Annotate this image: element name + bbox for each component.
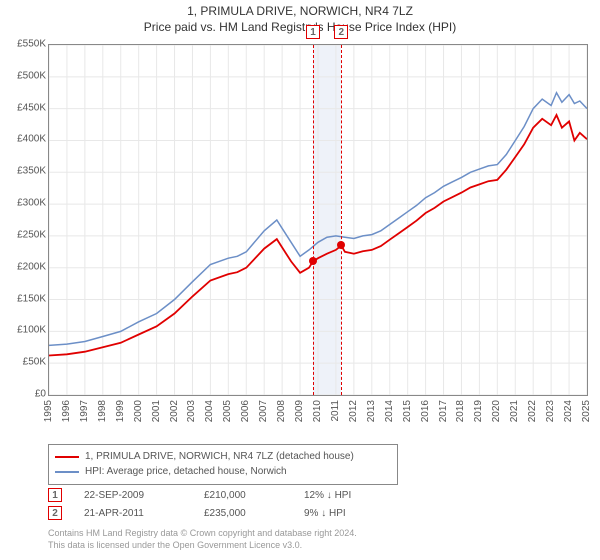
x-tick-label: 1999 bbox=[115, 400, 126, 422]
transaction-marker-icon: 1 bbox=[48, 488, 62, 502]
x-tick-label: 2007 bbox=[258, 400, 269, 422]
y-tick-label: £500K bbox=[17, 70, 46, 81]
y-tick-label: £300K bbox=[17, 198, 46, 209]
legend-item-property: 1, PRIMULA DRIVE, NORWICH, NR4 7LZ (deta… bbox=[55, 449, 391, 464]
x-tick-label: 2003 bbox=[186, 400, 197, 422]
legend-box: 1, PRIMULA DRIVE, NORWICH, NR4 7LZ (deta… bbox=[48, 444, 398, 485]
y-tick-label: £250K bbox=[17, 229, 46, 240]
transaction-row: 1 22-SEP-2009£210,00012% ↓ HPI bbox=[48, 486, 394, 504]
x-tick-label: 2013 bbox=[366, 400, 377, 422]
x-tick-label: 2021 bbox=[509, 400, 520, 422]
x-tick-label: 1998 bbox=[97, 400, 108, 422]
x-tick-label: 2002 bbox=[169, 400, 180, 422]
y-tick-label: £350K bbox=[17, 166, 46, 177]
x-tick-label: 2018 bbox=[455, 400, 466, 422]
x-tick-label: 2022 bbox=[527, 400, 538, 422]
transaction-date: 21-APR-2011 bbox=[84, 508, 204, 519]
transaction-hpi-delta: 12% ↓ HPI bbox=[304, 490, 394, 501]
x-tick-label: 1996 bbox=[61, 400, 72, 422]
y-tick-label: £0 bbox=[35, 389, 46, 400]
x-tick-label: 2005 bbox=[222, 400, 233, 422]
x-tick-label: 2019 bbox=[473, 400, 484, 422]
x-tick-label: 2010 bbox=[312, 400, 323, 422]
x-tick-label: 2011 bbox=[330, 400, 341, 422]
price-chart: 12 bbox=[48, 44, 588, 396]
x-tick-label: 2014 bbox=[384, 400, 395, 422]
x-tick-label: 2004 bbox=[204, 400, 215, 422]
y-tick-label: £150K bbox=[17, 293, 46, 304]
y-tick-label: £400K bbox=[17, 134, 46, 145]
sale-point-2 bbox=[337, 241, 345, 249]
footer-attribution: Contains HM Land Registry data © Crown c… bbox=[48, 528, 357, 551]
transactions-table: 1 22-SEP-2009£210,00012% ↓ HPI 2 21-APR-201… bbox=[48, 486, 394, 522]
marker-label-2: 2 bbox=[334, 25, 348, 39]
transaction-date: 22-SEP-2009 bbox=[84, 490, 204, 501]
x-tick-label: 2006 bbox=[240, 400, 251, 422]
x-tick-label: 2024 bbox=[563, 400, 574, 422]
x-tick-label: 2020 bbox=[491, 400, 502, 422]
x-tick-label: 1997 bbox=[79, 400, 90, 422]
x-tick-label: 2015 bbox=[402, 400, 413, 422]
legend-label-property: 1, PRIMULA DRIVE, NORWICH, NR4 7LZ (deta… bbox=[85, 449, 354, 464]
x-tick-label: 2016 bbox=[420, 400, 431, 422]
chart-titles: 1, PRIMULA DRIVE, NORWICH, NR4 7LZ Price… bbox=[0, 4, 600, 34]
x-tick-label: 2009 bbox=[294, 400, 305, 422]
x-tick-label: 2025 bbox=[581, 400, 592, 422]
x-tick-label: 2017 bbox=[438, 400, 449, 422]
title-line-2: Price paid vs. HM Land Registry's House … bbox=[0, 20, 600, 34]
x-tick-label: 1995 bbox=[43, 400, 54, 422]
legend-swatch-hpi bbox=[55, 471, 79, 473]
x-tick-label: 2008 bbox=[276, 400, 287, 422]
title-line-1: 1, PRIMULA DRIVE, NORWICH, NR4 7LZ bbox=[0, 4, 600, 18]
transaction-hpi-delta: 9% ↓ HPI bbox=[304, 508, 394, 519]
y-tick-label: £200K bbox=[17, 261, 46, 272]
transaction-row: 2 21-APR-2011£235,0009% ↓ HPI bbox=[48, 504, 394, 522]
legend-label-hpi: HPI: Average price, detached house, Norw… bbox=[85, 464, 287, 479]
x-tick-label: 2000 bbox=[133, 400, 144, 422]
legend-swatch-property bbox=[55, 456, 79, 458]
y-tick-label: £550K bbox=[17, 39, 46, 50]
y-tick-label: £100K bbox=[17, 325, 46, 336]
transaction-marker-icon: 2 bbox=[48, 506, 62, 520]
x-tick-label: 2023 bbox=[545, 400, 556, 422]
marker-label-1: 1 bbox=[306, 25, 320, 39]
transaction-price: £210,000 bbox=[204, 490, 304, 501]
marker-line-2 bbox=[341, 45, 342, 395]
sale-point-1 bbox=[309, 257, 317, 265]
footer-line-2: This data is licensed under the Open Gov… bbox=[48, 540, 357, 552]
marker-line-1 bbox=[313, 45, 314, 395]
x-tick-label: 2001 bbox=[151, 400, 162, 422]
x-tick-label: 2012 bbox=[348, 400, 359, 422]
transaction-price: £235,000 bbox=[204, 508, 304, 519]
legend-item-hpi: HPI: Average price, detached house, Norw… bbox=[55, 464, 391, 479]
y-tick-label: £50K bbox=[23, 357, 46, 368]
y-tick-label: £450K bbox=[17, 102, 46, 113]
footer-line-1: Contains HM Land Registry data © Crown c… bbox=[48, 528, 357, 540]
